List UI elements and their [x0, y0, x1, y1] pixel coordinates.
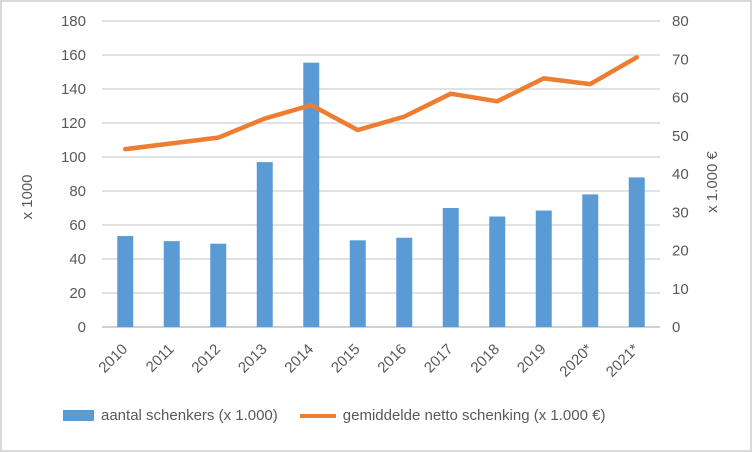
left-axis-tick-label: 100: [61, 149, 86, 166]
bar: [628, 177, 645, 327]
bar: [303, 62, 320, 328]
left-axis-tick-label: 120: [61, 115, 86, 132]
bar: [349, 240, 366, 327]
left-axis-tick-label: 20: [69, 285, 86, 302]
category-label: 2011: [143, 341, 178, 376]
right-axis-tick-label: 40: [672, 166, 689, 183]
category-label: 2012: [188, 341, 224, 377]
legend-label-bar-series: aantal schenkers (x 1.000): [101, 407, 278, 424]
category-label: 2014: [281, 341, 317, 377]
bar: [442, 208, 459, 327]
bar: [210, 243, 227, 327]
line-series-path: [123, 55, 639, 152]
bar: [256, 162, 273, 327]
bar: [535, 210, 552, 327]
right-axis-tick-labels: 0 10 20 30 40 50 60 70 80: [672, 13, 689, 336]
right-axis-tick-label: 80: [672, 13, 689, 30]
left-axis-tick-label: 40: [69, 251, 86, 268]
right-axis-tick-label: 70: [672, 51, 689, 68]
bar: [396, 237, 413, 327]
right-axis-tick-label: 30: [672, 204, 689, 221]
legend-item-line-series: gemiddelde netto schenking (x 1.000 €): [299, 407, 606, 424]
right-axis-tick-label: 60: [672, 90, 689, 107]
line-series: [123, 55, 639, 152]
bar: [163, 241, 180, 327]
left-axis-tick-label: 60: [69, 217, 86, 234]
bar-series: [117, 62, 645, 328]
left-axis-tick-label: 0: [78, 319, 86, 336]
category-label: 2021*: [603, 341, 643, 381]
category-label: 2017: [421, 341, 457, 377]
right-axis-title: x 1.000 €: [704, 150, 721, 212]
category-label: 2020*: [556, 341, 596, 381]
left-axis-tick-labels: 0 20 40 60 80 100 120 140 160 180: [61, 13, 86, 336]
category-axis-labels: 2010 2011 2012 2013 2014 2015 2016 2017 2018 2019…: [95, 341, 642, 381]
bar: [489, 216, 506, 327]
right-axis-tick-label: 20: [672, 243, 689, 260]
legend: aantal schenkers (x 1.000) gemiddelde ne…: [63, 407, 605, 424]
category-label: 2010: [95, 341, 131, 377]
right-axis-tick-label: 10: [672, 281, 689, 298]
legend-item-bar-series: aantal schenkers (x 1.000): [63, 407, 278, 424]
left-axis-title: x 1000: [19, 174, 36, 219]
right-axis-tick-label: 0: [672, 319, 680, 336]
category-label: 2019: [514, 341, 550, 377]
line-series-swatch: [299, 413, 336, 418]
bar: [117, 236, 134, 327]
category-label: 2016: [374, 341, 410, 377]
gridlines: [102, 20, 660, 328]
left-axis-tick-label: 80: [69, 183, 86, 200]
category-label: 2015: [328, 341, 364, 377]
left-axis-tick-label: 140: [61, 81, 86, 98]
left-axis-tick-label: 160: [61, 47, 86, 64]
legend-label-line-series: gemiddelde netto schenking (x 1.000 €): [342, 407, 606, 424]
bar-series-swatch: [63, 410, 94, 421]
left-axis-tick-label: 180: [61, 13, 86, 30]
bar: [582, 194, 599, 327]
category-label: 2018: [467, 341, 503, 377]
category-label: 2013: [235, 341, 271, 377]
right-axis-tick-label: 50: [672, 128, 689, 145]
